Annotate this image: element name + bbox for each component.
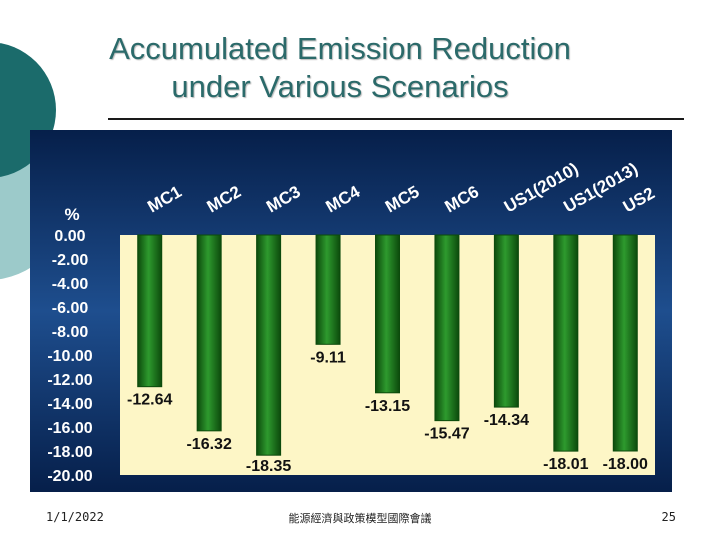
slide-title: Accumulated Emission Reduction under Var… [40,30,640,106]
bar [434,234,460,422]
y-tick-label: -8.00 [52,324,89,341]
value-label: -16.32 [186,436,231,453]
title-line-1: Accumulated Emission Reduction [109,31,571,66]
y-tick-label: 0.00 [54,228,85,245]
bar [375,234,400,394]
y-tick-label: -18.00 [47,444,92,461]
bar [612,234,638,452]
title-line-2: under Various Scenarios [171,69,509,104]
y-tick-label: -2.00 [52,252,89,269]
bar [137,234,163,388]
y-tick-label: -20.00 [47,468,92,485]
footer-date: 1/1/2022 [46,510,104,524]
y-tick-label: -12.00 [47,372,92,389]
y-axis-unit-label: % [64,205,79,224]
value-label: -18.01 [543,456,588,473]
value-label: -18.35 [246,458,291,475]
y-tick-label: -4.00 [52,276,89,293]
bar [256,234,282,456]
value-label: -15.47 [424,426,469,443]
value-label: -9.11 [310,349,346,366]
bar [553,234,579,452]
footer-conference-name: 能源經濟與政策模型國際會議 [288,512,432,525]
value-label: -13.15 [365,398,410,415]
title-underline [108,118,684,120]
bar [196,234,222,432]
value-label: -14.34 [484,412,529,429]
value-label: -18.00 [603,456,648,473]
page-number: 25 [661,510,676,524]
bar [315,234,341,345]
y-tick-label: -14.00 [47,396,92,413]
bar [493,234,519,408]
bar-chart: % 0.00 -2.00 -4.00 -6.00 -8.00 -10.00 -12.00 -1… [30,130,672,492]
value-label: -12.64 [127,392,172,409]
y-tick-label: -6.00 [52,300,89,317]
y-tick-label: -16.00 [47,420,92,437]
y-tick-label: -10.00 [47,348,92,365]
